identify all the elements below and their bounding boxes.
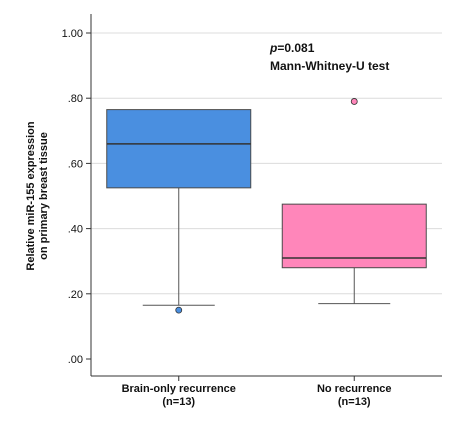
test-name-annotation: Mann-Whitney-U test xyxy=(270,59,389,73)
y-tick-label: .40 xyxy=(68,224,83,236)
category-label: No recurrence xyxy=(317,383,392,395)
y-tick-label: .00 xyxy=(68,354,83,366)
p-value-text: =0.081 xyxy=(277,41,314,55)
p-symbol: p xyxy=(269,41,277,55)
outlier-point xyxy=(175,306,183,314)
y-tick-label: .60 xyxy=(68,158,83,170)
category-n-label: (n=13) xyxy=(338,396,371,408)
category-label: Brain-only recurrence xyxy=(122,383,236,395)
outlier-point xyxy=(350,98,358,105)
axes: .00 .20 .40 .60 .80 1.00 Brain-only recurrence… xyxy=(62,14,442,408)
y-tick-label: .80 xyxy=(68,93,83,105)
box-iqr xyxy=(281,203,427,269)
y-axis-title-line2: on primary breast tissue xyxy=(38,132,50,260)
y-tick-label: .20 xyxy=(68,289,83,301)
y-tick-label: 1.00 xyxy=(62,28,83,40)
box-iqr xyxy=(106,109,252,189)
y-axis-title-line1: Relative miR-155 expression xyxy=(25,121,37,270)
boxes xyxy=(106,98,427,314)
category-n-label: (n=13) xyxy=(162,396,195,408)
p-value-annotation: p=0.081 xyxy=(269,41,315,55)
